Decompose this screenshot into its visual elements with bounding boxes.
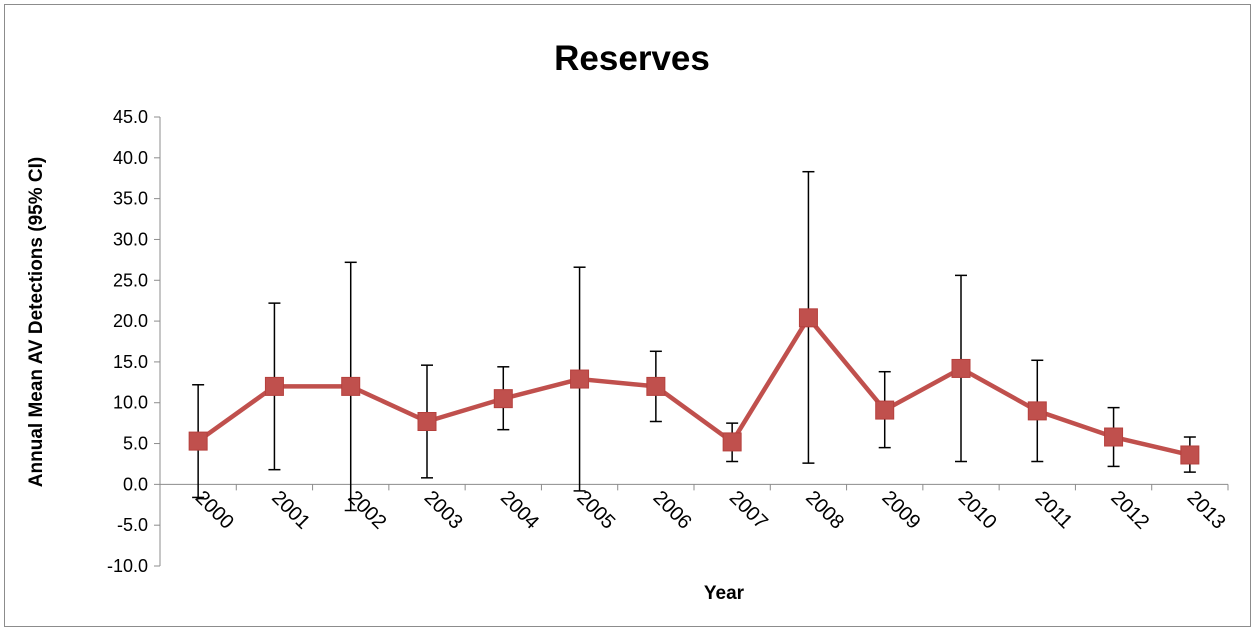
y-tick-label: 0.0 <box>123 474 148 494</box>
y-tick-label: -10.0 <box>107 556 148 576</box>
x-tick-label: 2013 <box>1183 487 1230 534</box>
y-tick-label: 35.0 <box>113 189 148 209</box>
y-tick-label: 5.0 <box>123 434 148 454</box>
y-tick-label: -5.0 <box>117 515 148 535</box>
y-tick-label: 20.0 <box>113 311 148 331</box>
axes <box>159 117 1228 566</box>
chart-title: Reserves <box>554 39 710 78</box>
x-axis-label: Year <box>704 583 745 604</box>
x-tick-label: 2004 <box>496 487 543 534</box>
x-tick-label: 2011 <box>1031 487 1077 533</box>
series-line <box>196 315 1191 458</box>
data-point <box>646 376 666 396</box>
data-point <box>1104 427 1124 447</box>
data-point <box>188 431 208 451</box>
y-tick-label: 45.0 <box>113 107 148 127</box>
y-tick-label: 40.0 <box>113 148 148 168</box>
data-point <box>1180 445 1200 465</box>
x-tick-label: 2005 <box>572 487 619 534</box>
x-tick-label: 2012 <box>1106 487 1153 534</box>
y-ticks: 45.0 40.0 35.0 30.0 25.0 20.0 15.0 10.0 5.0 0.0 -5… <box>107 107 160 576</box>
error-bars <box>192 170 1196 512</box>
data-markers <box>188 308 1200 465</box>
x-tick-label: 2003 <box>420 487 467 534</box>
y-axis-label: Annual Mean AV Detections (95% CI) <box>26 157 47 487</box>
x-tick-label: 2008 <box>801 487 848 534</box>
data-point <box>951 358 971 378</box>
data-point <box>570 369 590 389</box>
x-tick-label: 2010 <box>954 487 1001 534</box>
chart-frame <box>4 4 1251 627</box>
x-tick-label: 2007 <box>725 487 772 534</box>
data-point <box>875 400 895 420</box>
data-point <box>1027 401 1047 421</box>
y-tick-label: 15.0 <box>113 352 148 372</box>
data-point <box>798 308 818 328</box>
data-point <box>417 412 437 432</box>
data-point <box>341 376 361 396</box>
x-ticks: 2000 2001 2002 2003 2004 2005 2006 2007 2008 2009… <box>159 484 1230 534</box>
x-tick-label: 2006 <box>649 487 696 534</box>
x-tick-label: 2009 <box>877 487 924 534</box>
y-tick-label: 30.0 <box>113 229 148 249</box>
data-point <box>493 389 513 409</box>
y-tick-label: 25.0 <box>113 270 148 290</box>
data-point <box>264 376 284 396</box>
data-point <box>722 432 742 452</box>
x-tick-label: 2001 <box>267 487 314 534</box>
y-tick-label: 10.0 <box>113 393 148 413</box>
series-polyline <box>196 315 1191 458</box>
